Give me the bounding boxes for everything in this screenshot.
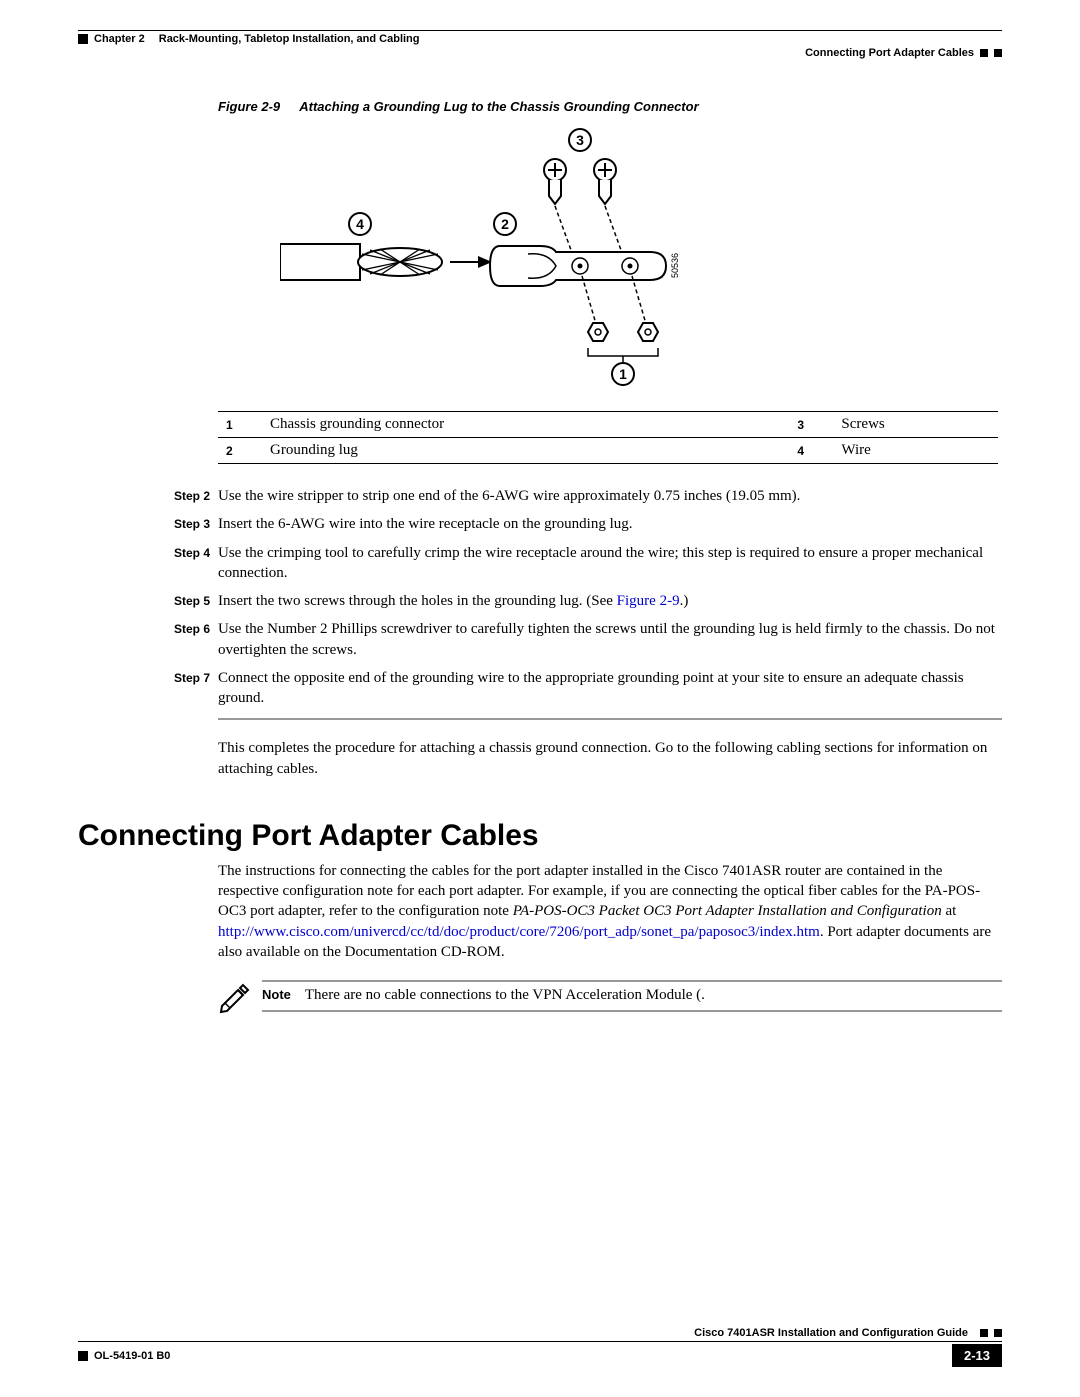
legend-text: Grounding lug	[262, 438, 789, 464]
svg-text:2: 2	[501, 216, 509, 232]
legend-text: Screws	[833, 412, 998, 438]
footer-rule	[78, 1341, 1002, 1342]
step-label: Step 4	[78, 543, 218, 584]
figure-legend-table: 1 Chassis grounding connector 3 Screws 2…	[218, 411, 998, 464]
header-square-small-icon	[994, 49, 1002, 57]
section-p1-italic: PA-POS-OC3 Packet OC3 Port Adapter Insta…	[513, 903, 942, 919]
legend-text: Wire	[833, 438, 998, 464]
figure-link[interactable]: Figure 2-9	[617, 593, 680, 609]
note-block: Note There are no cable connections to t…	[218, 980, 1002, 1019]
step-label: Step 2	[78, 486, 218, 506]
step-text: Insert the 6-AWG wire into the wire rece…	[218, 514, 1002, 534]
step-text: Connect the opposite end of the groundin…	[218, 668, 1002, 709]
section-title: Connecting Port Adapter Cables	[78, 819, 1002, 853]
step-row: Step 6 Use the Number 2 Phillips screwdr…	[78, 619, 1002, 660]
header-chapter: Chapter 2	[94, 33, 145, 45]
step-label: Step 6	[78, 619, 218, 660]
header-title: Rack-Mounting, Tabletop Installation, an…	[159, 33, 420, 45]
svg-text:4: 4	[356, 216, 364, 232]
header-square-small-icon	[980, 49, 988, 57]
page-footer: Cisco 7401ASR Installation and Configura…	[78, 1327, 1002, 1367]
figure-caption: Figure 2-9 Attaching a Grounding Lug to …	[218, 99, 1002, 114]
step-text-pre: Insert the two screws through the holes …	[218, 593, 617, 609]
section-p1-at: at	[942, 903, 957, 919]
legend-num: 1	[218, 412, 262, 438]
svg-text:50536: 50536	[670, 253, 680, 278]
legend-num: 2	[218, 438, 262, 464]
svg-text:3: 3	[576, 132, 584, 148]
step-label: Step 5	[78, 591, 218, 611]
svg-text:1: 1	[619, 366, 627, 382]
footer-square-icon	[994, 1329, 1002, 1337]
figure-number: Figure 2-9	[218, 99, 280, 114]
divider-rule	[218, 718, 1002, 720]
legend-text: Chassis grounding connector	[262, 412, 789, 438]
step-text: Use the crimping tool to carefully crimp…	[218, 543, 1002, 584]
legend-num: 4	[789, 438, 833, 464]
closing-paragraph: This completes the procedure for attachi…	[218, 738, 1002, 779]
table-row: 2 Grounding lug 4 Wire	[218, 438, 998, 464]
note-rule-bottom	[262, 1010, 1002, 1012]
footer-square-icon	[980, 1329, 988, 1337]
step-text: Use the Number 2 Phillips screwdriver to…	[218, 619, 1002, 660]
cisco-url-link[interactable]: http://www.cisco.com/univercd/cc/td/doc/…	[218, 924, 820, 940]
step-label: Step 7	[78, 668, 218, 709]
figure-title: Attaching a Grounding Lug to the Chassis…	[299, 99, 698, 114]
header-square-icon	[78, 34, 88, 44]
grounding-lug-diagram: 3 4 2	[78, 126, 1002, 391]
step-row: Step 4 Use the crimping tool to carefull…	[78, 543, 1002, 584]
step-text-post: .)	[680, 593, 689, 609]
step-row: Step 2 Use the wire stripper to strip on…	[78, 486, 1002, 506]
running-subheader: Connecting Port Adapter Cables	[78, 47, 1002, 59]
steps-list: Step 2 Use the wire stripper to strip on…	[78, 486, 1002, 708]
header-rule	[78, 30, 1002, 31]
section-body: The instructions for connecting the cabl…	[218, 861, 1002, 962]
header-section: Connecting Port Adapter Cables	[805, 47, 974, 59]
running-header: Chapter 2 Rack-Mounting, Tabletop Instal…	[78, 33, 1002, 45]
pencil-icon	[218, 980, 262, 1019]
note-label: Note	[262, 987, 291, 1002]
footer-guide: Cisco 7401ASR Installation and Configura…	[694, 1327, 968, 1339]
step-row: Step 7 Connect the opposite end of the g…	[78, 668, 1002, 709]
step-label: Step 3	[78, 514, 218, 534]
footer-square-icon	[78, 1351, 88, 1361]
step-row: Step 5 Insert the two screws through the…	[78, 591, 1002, 611]
footer-docnum: OL-5419-01 B0	[94, 1350, 170, 1362]
legend-num: 3	[789, 412, 833, 438]
table-row: 1 Chassis grounding connector 3 Screws	[218, 412, 998, 438]
step-row: Step 3 Insert the 6-AWG wire into the wi…	[78, 514, 1002, 534]
note-rule-top	[262, 980, 1002, 982]
step-text: Use the wire stripper to strip one end o…	[218, 486, 1002, 506]
page-number: 2-13	[952, 1344, 1002, 1367]
step-text: Insert the two screws through the holes …	[218, 591, 1002, 611]
note-text: There are no cable connections to the VP…	[305, 987, 705, 1003]
